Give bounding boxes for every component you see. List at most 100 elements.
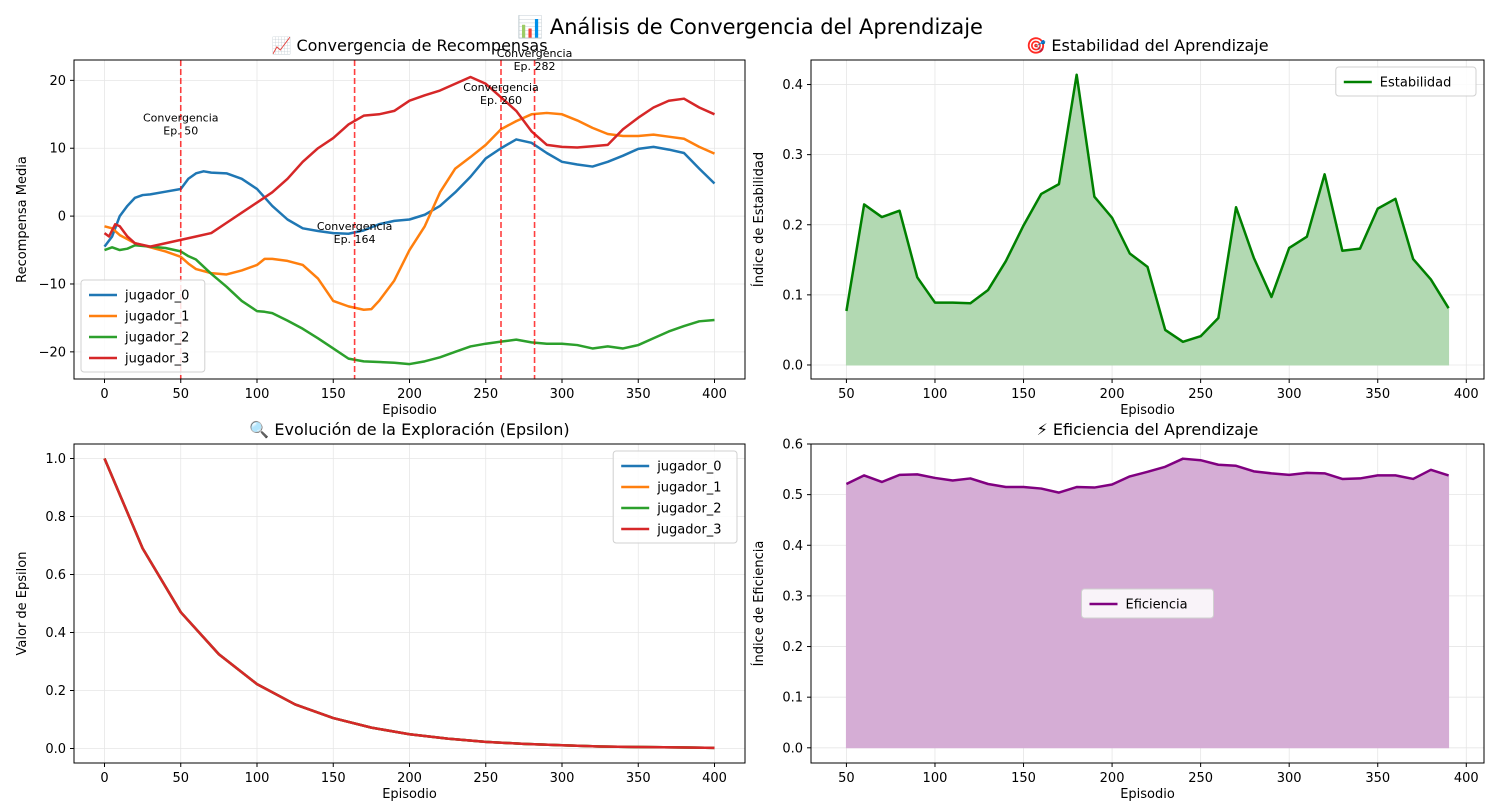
x-tick-label: 100 — [923, 387, 948, 402]
x-tick-label: 0 — [100, 771, 108, 786]
y-tick-label: 0.2 — [45, 684, 66, 699]
legend: jugador_0 jugador_1 jugador_2 jugador_3 — [612, 450, 738, 544]
y-tick-label: 20 — [49, 74, 66, 89]
y-tick-label: 0.4 — [782, 539, 803, 554]
legend-label: jugador_3 — [124, 352, 189, 367]
y-tick-label: 0.6 — [45, 568, 66, 583]
series-line-epsilon-3 — [103, 458, 715, 750]
panel-title: ⚡ Eficiencia del Aprendizaje — [1037, 420, 1259, 439]
axes-frame — [810, 59, 1485, 380]
convergence-annotation-1: Convergencia — [317, 220, 393, 233]
x-tick-label: 250 — [1188, 771, 1213, 786]
x-tick-label: 0 — [100, 387, 108, 402]
series-line-rewards-1 — [104, 111, 716, 312]
x-tick-label: 150 — [321, 387, 346, 402]
x-tick-label: 200 — [397, 771, 422, 786]
y-tick-label: 0.3 — [782, 589, 803, 604]
x-tick-label: 300 — [550, 771, 575, 786]
convergence-annotation-ep-3: Ep. 282 — [514, 60, 556, 73]
x-tick-label: 350 — [1365, 387, 1390, 402]
series-line-rewards-0 — [103, 138, 716, 248]
convergence-annotation-ep-0: Ep. 50 — [163, 124, 198, 137]
panel-epsilon: 0 50 100 150 200 250 300 350 400 0.0 0.2 0.4 0.6 0.8 1… — [15, 419, 746, 802]
y-tick-label: 0.5 — [782, 488, 803, 503]
x-tick-label: 100 — [923, 771, 948, 786]
legend-box — [1081, 588, 1214, 619]
x-tick-label: 100 — [245, 771, 270, 786]
y-tick-label: 1.0 — [45, 452, 66, 467]
legend: Eficiencia — [1081, 588, 1214, 619]
legend-label: jugador_1 — [124, 310, 189, 325]
y-tick-label: 10 — [49, 142, 66, 157]
x-axis-label: Episodio — [382, 403, 437, 418]
series-line-stability-0 — [845, 73, 1450, 344]
x-tick-label: 200 — [1100, 387, 1125, 402]
x-tick-label: 350 — [626, 387, 651, 402]
y-tick-label: 0.6 — [782, 438, 803, 453]
x-tick-label: 50 — [172, 771, 189, 786]
panel-efficiency: 50 100 150 200 250 300 350 400 0.0 0.1 0.2 0.3 0.4 0.… — [751, 420, 1485, 802]
y-tick-label: 0.1 — [782, 288, 803, 303]
x-tick-label: 50 — [172, 387, 189, 402]
y-tick-label: 0.1 — [782, 691, 803, 706]
plot-area-rewards — [103, 75, 716, 366]
panel-title: 🔍 Evolución de la Exploración (Epsilon) — [249, 419, 569, 439]
x-tick-label: 50 — [838, 387, 855, 402]
y-tick-label: 0.0 — [45, 742, 66, 757]
legend-label: Estabilidad — [1380, 76, 1452, 91]
x-tick-label: 150 — [1011, 387, 1036, 402]
x-tick-label: 100 — [245, 387, 270, 402]
plot-area-stability — [845, 73, 1450, 366]
x-tick-label: 150 — [1011, 771, 1036, 786]
x-tick-label: 250 — [473, 771, 498, 786]
y-tick-label: 0.2 — [782, 640, 803, 655]
axes-frame — [810, 443, 1485, 764]
legend-box — [1335, 66, 1477, 97]
x-tick-label: 300 — [550, 387, 575, 402]
x-tick-label: 300 — [1277, 387, 1302, 402]
x-tick-label: 200 — [397, 387, 422, 402]
legend-label: jugador_2 — [124, 331, 189, 346]
x-axis-label: Episodio — [1120, 787, 1175, 802]
y-tick-label: 0.8 — [45, 510, 66, 525]
legend: Estabilidad — [1335, 66, 1477, 97]
x-tick-label: 250 — [473, 387, 498, 402]
legend-label: jugador_3 — [656, 523, 721, 538]
legend-box — [612, 450, 738, 544]
y-tick-label: 0 — [58, 210, 66, 225]
x-tick-label: 400 — [702, 771, 727, 786]
x-tick-label: 400 — [1454, 387, 1479, 402]
y-axis-label: Índice de Estabilidad — [751, 152, 767, 287]
convergence-annotation-3: Convergencia — [497, 47, 573, 60]
legend-label: jugador_0 — [124, 289, 189, 304]
y-axis-label: Recompensa Media — [15, 156, 30, 283]
x-tick-label: 400 — [702, 387, 727, 402]
convergence-annotation-ep-1: Ep. 164 — [334, 233, 376, 246]
x-tick-label: 300 — [1277, 771, 1302, 786]
legend-label: jugador_0 — [656, 460, 721, 475]
y-tick-label: 0.2 — [782, 218, 803, 233]
y-tick-label: 0.0 — [782, 741, 803, 756]
x-axis-label: Episodio — [1120, 403, 1175, 418]
x-tick-label: 350 — [626, 771, 651, 786]
x-tick-label: 400 — [1454, 771, 1479, 786]
legend: jugador_0 jugador_1 jugador_2 jugador_3 — [80, 279, 206, 373]
series-line-rewards-2 — [104, 244, 715, 366]
x-tick-label: 150 — [321, 771, 346, 786]
legend-label: jugador_2 — [656, 502, 721, 517]
legend-label: jugador_1 — [656, 481, 721, 496]
y-tick-label: 0.4 — [782, 78, 803, 93]
y-axis-label: Índice de Eficiencia — [751, 541, 767, 667]
x-tick-label: 250 — [1188, 387, 1213, 402]
figure-title: 📊 Análisis de Convergencia del Aprendiza… — [517, 14, 983, 39]
plot-area-epsilon — [103, 458, 715, 750]
convergence-annotation-0: Convergencia — [143, 111, 219, 124]
y-tick-label: −20 — [39, 345, 66, 360]
x-tick-label: 200 — [1100, 771, 1125, 786]
legend-label: Eficiencia — [1126, 598, 1188, 613]
x-tick-label: 50 — [838, 771, 855, 786]
x-tick-label: 350 — [1365, 771, 1390, 786]
